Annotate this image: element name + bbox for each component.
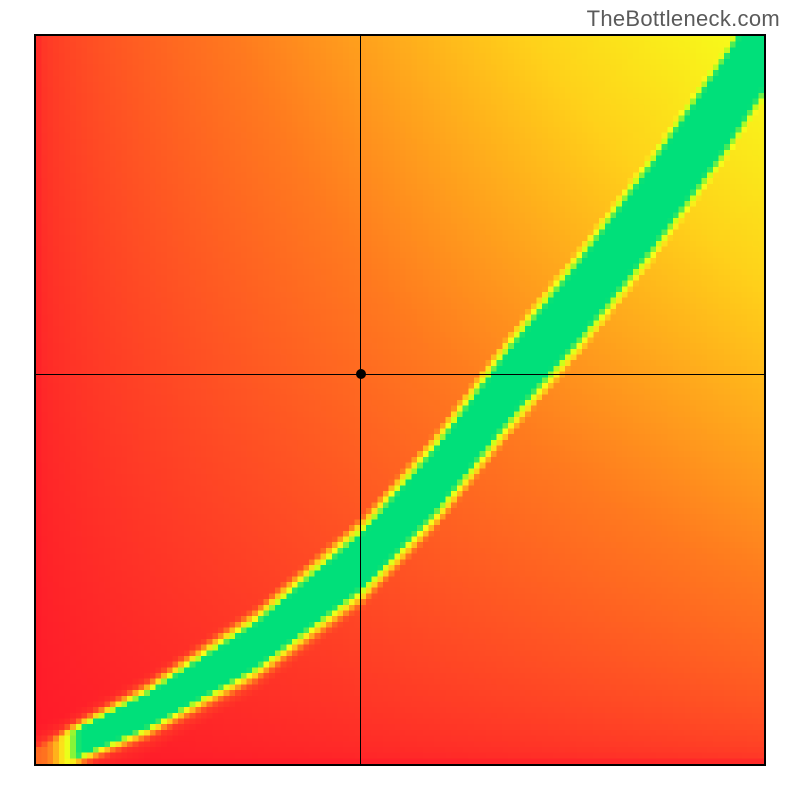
watermark-text: TheBottleneck.com (587, 6, 780, 32)
crosshair-vertical-line (360, 36, 361, 764)
crosshair-horizontal-line (36, 374, 764, 375)
chart-container: TheBottleneck.com (0, 0, 800, 800)
crosshair-point (356, 369, 366, 379)
chart-border (34, 34, 766, 766)
